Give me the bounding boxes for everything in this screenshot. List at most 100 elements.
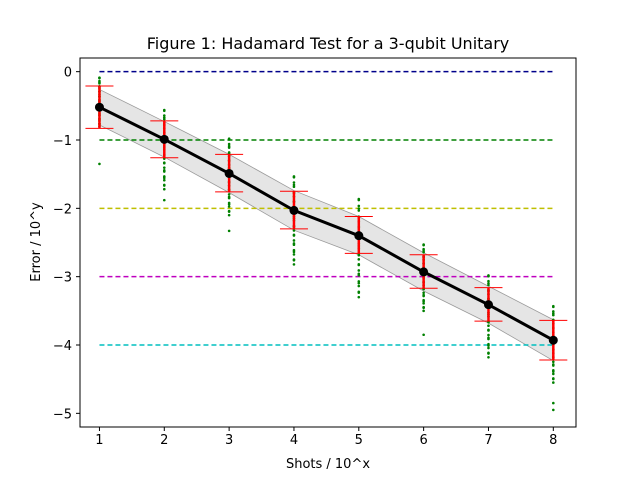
mean-line [98, 105, 555, 342]
sample-point [487, 342, 490, 346]
sample-point [292, 248, 296, 252]
plot-area [85, 70, 568, 412]
sample-point [487, 328, 490, 332]
sample-point [487, 279, 490, 283]
sample-point [422, 298, 425, 302]
x-tick-label: 7 [484, 433, 492, 448]
sample-point [552, 363, 555, 366]
sample-point [422, 305, 425, 309]
mean-marker [159, 134, 169, 144]
sample-point [292, 258, 296, 261]
sample-point [552, 372, 555, 376]
sample-point [227, 205, 231, 208]
x-tick-label: 1 [95, 433, 103, 448]
sample-point [552, 310, 555, 313]
sample-point [552, 377, 555, 380]
sample-point [487, 356, 490, 359]
sample-point [162, 108, 166, 112]
sample-point [422, 247, 425, 251]
sample-point [98, 76, 101, 79]
sample-point [487, 333, 490, 337]
mean-marker [354, 231, 364, 241]
mean-marker [94, 102, 104, 112]
mean-marker [483, 300, 493, 310]
y-axis-label: Error / 10^y [29, 202, 44, 282]
sample-point [292, 183, 296, 187]
sample-point [227, 144, 231, 148]
sample-point [552, 401, 555, 405]
sample-point [357, 204, 361, 208]
sample-point [552, 312, 555, 315]
x-tick-label: 5 [355, 433, 363, 448]
mean-marker [419, 267, 429, 277]
sample-point [422, 309, 425, 313]
sample-point [162, 183, 166, 187]
sample-point [162, 116, 166, 119]
x-tick-label: 4 [290, 433, 298, 448]
sample-point [487, 336, 490, 340]
sample-point [552, 368, 555, 372]
sample-point [422, 302, 425, 305]
sample-point [357, 290, 361, 294]
sample-point [357, 280, 361, 283]
y-tick-label: −1 [53, 134, 72, 149]
sample-point [357, 284, 361, 288]
sample-point [552, 304, 555, 308]
sample-point [162, 175, 166, 178]
axes-frame [79, 57, 577, 428]
y-tick-label: −3 [53, 271, 72, 286]
sample-point [227, 142, 231, 146]
sample-point [422, 243, 425, 246]
y-tick-label: −2 [53, 202, 72, 217]
sample-point [357, 258, 361, 261]
axis-ticks: 1 2 3 4 5 6 7 8 0 −1 −2 −3 −4 −5 [53, 66, 558, 448]
sample-point [357, 295, 361, 299]
y-tick-label: −4 [53, 339, 72, 354]
sample-point [227, 229, 231, 233]
sample-point [292, 229, 296, 232]
sample-point [98, 79, 101, 83]
sample-point [552, 408, 555, 412]
sample-point [357, 197, 361, 201]
sample-point [487, 282, 490, 285]
sample-point [162, 114, 166, 117]
sample-point [227, 209, 231, 213]
x-tick-label: 3 [225, 433, 233, 448]
x-tick-label: 8 [549, 433, 557, 448]
mean-marker [289, 205, 299, 215]
y-tick-label: 0 [64, 66, 72, 81]
sample-point [227, 193, 231, 196]
sample-point [357, 281, 361, 285]
sample-point [422, 293, 425, 297]
sample-point [292, 263, 296, 266]
sample-point [292, 175, 296, 178]
sample-point [227, 151, 231, 154]
sample-point [162, 169, 166, 172]
sample-point [292, 185, 296, 189]
sample-point [162, 187, 166, 191]
sample-point [422, 291, 425, 295]
sample-point [357, 262, 361, 266]
x-axis-label: Shots / 10^x [286, 457, 370, 472]
sample-point [98, 162, 101, 166]
sample-point [227, 201, 231, 205]
sample-point [227, 213, 231, 217]
sample-point [162, 178, 166, 182]
sample-point [487, 351, 490, 355]
sample-point [292, 233, 296, 237]
sample-point [487, 346, 490, 350]
sample-point [292, 253, 296, 256]
sample-point [422, 333, 425, 337]
sample-point [552, 360, 555, 364]
sample-point [162, 166, 166, 169]
y-tick-label: −5 [53, 407, 72, 422]
sample-point [292, 242, 296, 245]
sample-point [357, 209, 361, 212]
sample-point [292, 239, 296, 242]
sample-point [162, 198, 166, 202]
x-tick-label: 2 [160, 433, 168, 448]
sample-point [357, 269, 361, 272]
sample-point [357, 272, 361, 276]
mean-marker [224, 168, 234, 178]
